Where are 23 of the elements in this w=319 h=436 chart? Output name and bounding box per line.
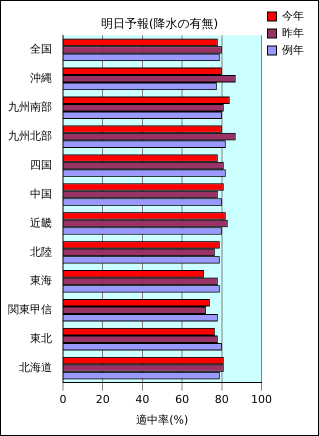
x-tick-label: 20 (96, 393, 110, 406)
y-tick-label: 関東甲信 (8, 303, 52, 316)
y-tick-label: 北陸 (30, 245, 52, 258)
chart-title: 明日予報(降水の有無) (100, 16, 218, 30)
y-tick-label: 九州南部 (8, 100, 52, 114)
legend-label: 今年 (282, 9, 304, 22)
x-tick-label: 60 (175, 393, 190, 406)
y-tick-label: 北海道 (19, 360, 52, 374)
y-tick-label: 四国 (30, 158, 52, 172)
x-tick-label: 0 (60, 393, 66, 406)
x-tick-label: 100 (251, 393, 272, 406)
y-tick-label: 東海 (30, 274, 52, 288)
y-tick-label: 東北 (30, 332, 52, 346)
x-tick-label: 40 (135, 393, 150, 406)
y-tick-label: 全国 (30, 42, 52, 56)
y-tick-label: 近畿 (30, 216, 52, 230)
x-axis-title: 適中率(%) (136, 413, 188, 426)
y-tick-label: 九州北部 (8, 130, 52, 143)
y-tick-label: 中国 (30, 187, 52, 200)
legend-label: 昨年 (282, 26, 304, 40)
x-tick-label: 80 (214, 393, 229, 406)
legend-label: 例年 (282, 43, 304, 56)
y-tick-label: 沖縄 (30, 72, 52, 85)
